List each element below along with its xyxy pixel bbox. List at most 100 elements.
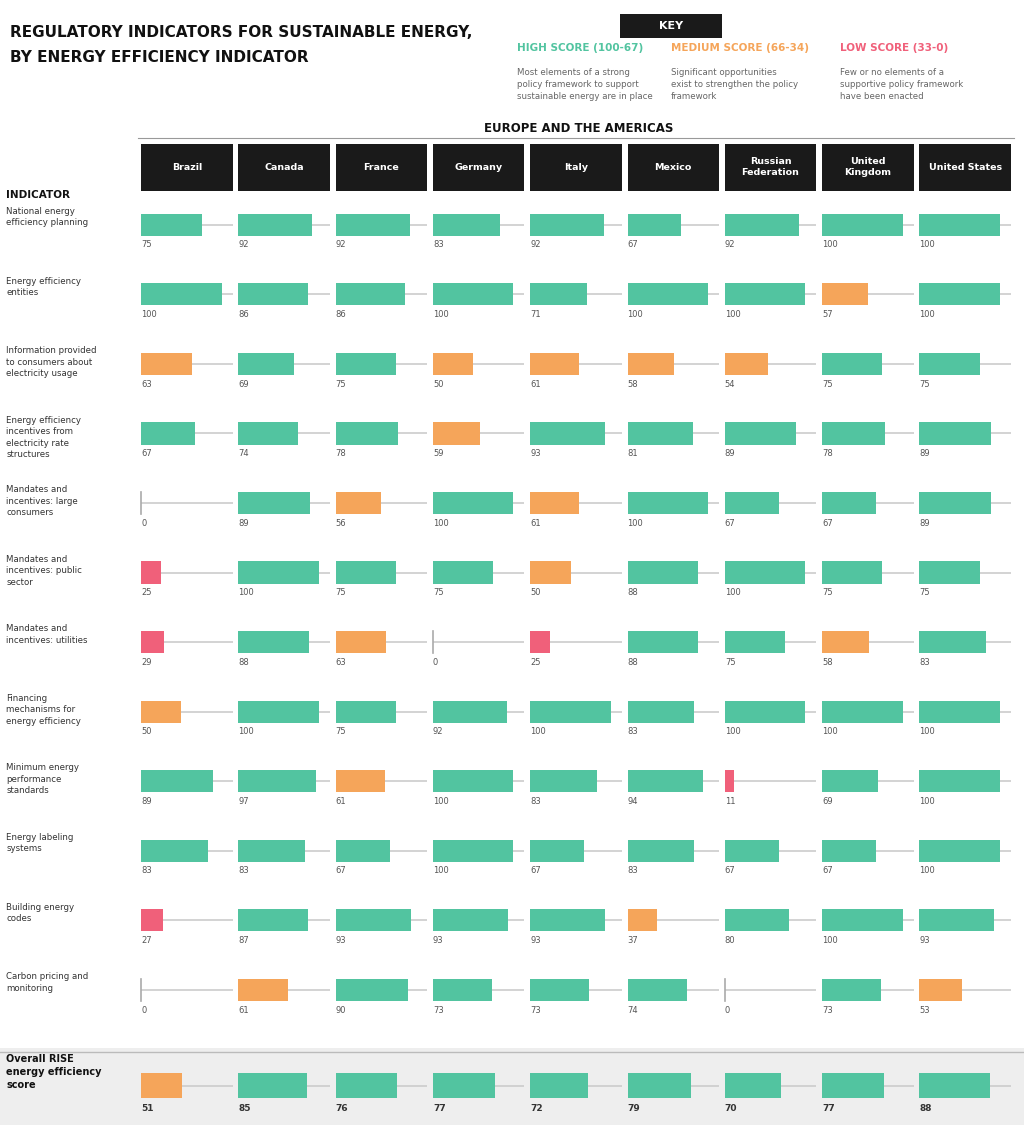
Text: 75: 75 (822, 588, 833, 597)
FancyBboxPatch shape (141, 1073, 182, 1098)
Text: Canada: Canada (264, 163, 304, 172)
FancyBboxPatch shape (336, 631, 386, 654)
Text: 83: 83 (239, 866, 249, 875)
FancyBboxPatch shape (628, 214, 682, 236)
Text: 69: 69 (239, 380, 249, 389)
Text: 25: 25 (141, 588, 152, 597)
Text: 76: 76 (336, 1104, 348, 1113)
Text: 100: 100 (433, 310, 449, 319)
FancyBboxPatch shape (433, 214, 500, 236)
Text: 75: 75 (336, 727, 346, 736)
Text: 88: 88 (239, 658, 249, 667)
FancyBboxPatch shape (141, 700, 181, 723)
FancyBboxPatch shape (141, 770, 213, 793)
Text: 61: 61 (239, 1005, 249, 1015)
FancyBboxPatch shape (628, 631, 698, 654)
Text: Brazil: Brazil (172, 163, 202, 172)
Text: National energy
efficiency planning: National energy efficiency planning (6, 207, 88, 227)
FancyBboxPatch shape (920, 492, 991, 515)
FancyBboxPatch shape (530, 353, 580, 375)
Text: 83: 83 (141, 866, 152, 875)
Text: 100: 100 (725, 727, 740, 736)
FancyBboxPatch shape (725, 492, 779, 515)
Text: 74: 74 (628, 1005, 638, 1015)
FancyBboxPatch shape (725, 1073, 781, 1098)
Text: Most elements of a strong
policy framework to support
sustainable energy are in : Most elements of a strong policy framewo… (517, 68, 653, 101)
Text: 100: 100 (530, 727, 546, 736)
FancyBboxPatch shape (141, 422, 196, 444)
FancyBboxPatch shape (433, 353, 473, 375)
Text: Energy labeling
systems: Energy labeling systems (6, 832, 74, 854)
FancyBboxPatch shape (628, 353, 674, 375)
FancyBboxPatch shape (239, 631, 309, 654)
Text: 73: 73 (530, 1005, 541, 1015)
FancyBboxPatch shape (0, 1048, 1024, 1125)
FancyBboxPatch shape (433, 422, 480, 444)
FancyBboxPatch shape (433, 978, 492, 1001)
Text: Overall RISE
energy efficiency
score: Overall RISE energy efficiency score (6, 1054, 101, 1089)
FancyBboxPatch shape (141, 631, 165, 654)
FancyBboxPatch shape (336, 978, 409, 1001)
Text: 100: 100 (141, 310, 157, 319)
Text: 67: 67 (530, 866, 541, 875)
FancyBboxPatch shape (920, 978, 962, 1001)
Text: 63: 63 (336, 658, 346, 667)
FancyBboxPatch shape (530, 978, 589, 1001)
Text: 100: 100 (628, 519, 643, 528)
Text: 88: 88 (628, 588, 638, 597)
FancyBboxPatch shape (920, 283, 999, 305)
Text: 100: 100 (433, 797, 449, 806)
Text: 100: 100 (822, 241, 838, 250)
FancyBboxPatch shape (530, 561, 570, 584)
FancyBboxPatch shape (336, 214, 410, 236)
Text: 92: 92 (336, 241, 346, 250)
Text: 51: 51 (141, 1104, 154, 1113)
Text: 93: 93 (920, 936, 930, 946)
Text: Minimum energy
performance
standards: Minimum energy performance standards (6, 763, 79, 795)
Text: 97: 97 (239, 797, 249, 806)
Text: Russian
Federation: Russian Federation (741, 157, 800, 178)
FancyBboxPatch shape (920, 700, 999, 723)
FancyBboxPatch shape (920, 561, 980, 584)
FancyBboxPatch shape (141, 839, 208, 862)
Text: HIGH SCORE (100-67): HIGH SCORE (100-67) (517, 43, 643, 53)
Text: 92: 92 (725, 241, 735, 250)
FancyBboxPatch shape (336, 422, 398, 444)
Text: 75: 75 (336, 588, 346, 597)
FancyBboxPatch shape (822, 561, 883, 584)
Text: BY ENERGY EFFICIENCY INDICATOR: BY ENERGY EFFICIENCY INDICATOR (10, 50, 309, 64)
Text: Mandates and
incentives: public
sector: Mandates and incentives: public sector (6, 555, 82, 587)
FancyBboxPatch shape (628, 422, 693, 444)
FancyBboxPatch shape (920, 422, 991, 444)
Text: 74: 74 (239, 449, 249, 458)
Text: 88: 88 (920, 1104, 932, 1113)
Text: 83: 83 (433, 241, 443, 250)
Text: Carbon pricing and
monitoring: Carbon pricing and monitoring (6, 973, 88, 993)
Text: 50: 50 (530, 588, 541, 597)
FancyBboxPatch shape (336, 144, 427, 191)
Text: 73: 73 (433, 1005, 443, 1015)
FancyBboxPatch shape (433, 770, 513, 793)
Text: 61: 61 (530, 380, 541, 389)
Text: LOW SCORE (33-0): LOW SCORE (33-0) (840, 43, 948, 53)
FancyBboxPatch shape (628, 144, 719, 191)
Text: 100: 100 (920, 310, 935, 319)
FancyBboxPatch shape (628, 561, 698, 584)
Text: 67: 67 (628, 241, 638, 250)
FancyBboxPatch shape (822, 770, 878, 793)
FancyBboxPatch shape (336, 561, 396, 584)
FancyBboxPatch shape (725, 631, 785, 654)
Text: Italy: Italy (564, 163, 588, 172)
Text: 100: 100 (239, 588, 254, 597)
FancyBboxPatch shape (530, 422, 605, 444)
Text: 75: 75 (920, 588, 930, 597)
Text: Building energy
codes: Building energy codes (6, 903, 75, 923)
Text: Mandates and
incentives: large
consumers: Mandates and incentives: large consumers (6, 485, 78, 517)
Text: 89: 89 (239, 519, 249, 528)
Text: 59: 59 (433, 449, 443, 458)
Text: 25: 25 (530, 658, 541, 667)
FancyBboxPatch shape (920, 144, 1011, 191)
FancyBboxPatch shape (725, 909, 790, 932)
FancyBboxPatch shape (620, 14, 722, 38)
FancyBboxPatch shape (141, 144, 232, 191)
